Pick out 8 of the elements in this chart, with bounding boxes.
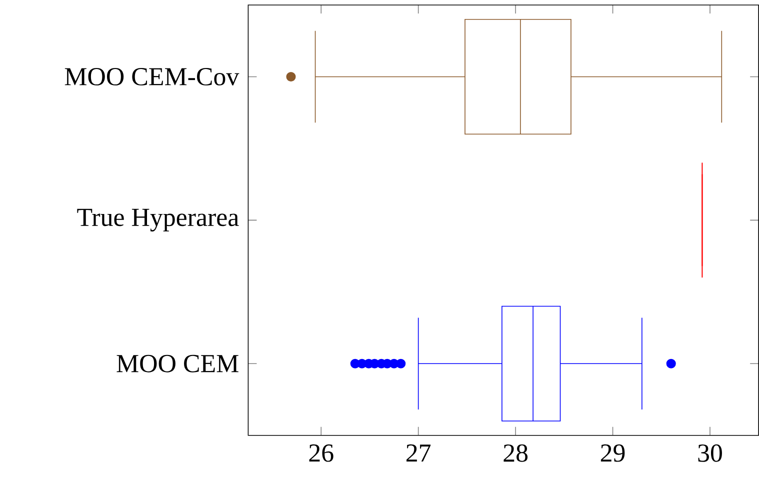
y-tick-label: MOO CEM-Cov — [64, 68, 240, 86]
x-tick-label: 26 — [309, 444, 334, 462]
y-tick-label: MOO CEM — [116, 354, 238, 372]
x-tick-label: 29 — [600, 444, 625, 462]
x-tick-label: 30 — [698, 444, 722, 462]
y-tick-label: True Hyperarea — [77, 208, 239, 232]
x-tick-label: 27 — [406, 444, 431, 462]
x-tick-label: 28 — [504, 444, 528, 462]
